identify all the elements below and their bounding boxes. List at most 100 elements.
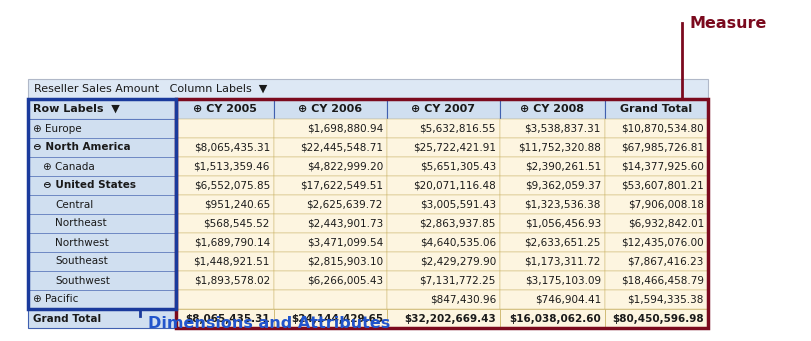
- Text: $3,175,103.09: $3,175,103.09: [524, 276, 600, 285]
- Text: Reseller Sales Amount   Column Labels  ▼: Reseller Sales Amount Column Labels ▼: [34, 84, 267, 94]
- FancyBboxPatch shape: [387, 157, 500, 176]
- FancyBboxPatch shape: [604, 309, 707, 328]
- Text: ⊕ CY 2007: ⊕ CY 2007: [411, 104, 475, 114]
- FancyBboxPatch shape: [387, 290, 500, 309]
- Text: $3,538,837.31: $3,538,837.31: [524, 123, 600, 133]
- Text: $1,689,790.14: $1,689,790.14: [194, 237, 270, 248]
- FancyBboxPatch shape: [387, 309, 500, 328]
- Text: $14,377,925.60: $14,377,925.60: [620, 162, 703, 172]
- FancyBboxPatch shape: [500, 176, 604, 195]
- Text: $7,906,008.18: $7,906,008.18: [627, 199, 703, 209]
- FancyBboxPatch shape: [273, 214, 387, 233]
- Text: ⊖ United States: ⊖ United States: [43, 180, 135, 191]
- Text: $1,513,359.46: $1,513,359.46: [193, 162, 270, 172]
- Text: $6,932,842.01: $6,932,842.01: [627, 219, 703, 228]
- FancyBboxPatch shape: [176, 138, 273, 157]
- FancyBboxPatch shape: [28, 79, 707, 99]
- FancyBboxPatch shape: [387, 195, 500, 214]
- Text: ⊕ CY 2008: ⊕ CY 2008: [520, 104, 584, 114]
- Text: $1,893,578.02: $1,893,578.02: [194, 276, 270, 285]
- FancyBboxPatch shape: [176, 157, 273, 176]
- Text: Northwest: Northwest: [55, 237, 109, 248]
- Text: $17,622,549.51: $17,622,549.51: [299, 180, 383, 191]
- FancyBboxPatch shape: [28, 252, 176, 271]
- Text: ⊕ Europe: ⊕ Europe: [33, 123, 82, 133]
- FancyBboxPatch shape: [273, 157, 387, 176]
- FancyBboxPatch shape: [28, 214, 176, 233]
- FancyBboxPatch shape: [500, 233, 604, 252]
- Text: $20,071,116.48: $20,071,116.48: [413, 180, 496, 191]
- FancyBboxPatch shape: [176, 214, 273, 233]
- FancyBboxPatch shape: [387, 138, 500, 157]
- FancyBboxPatch shape: [273, 138, 387, 157]
- Text: Row Labels  ▼: Row Labels ▼: [33, 104, 119, 114]
- Text: $2,429,279.90: $2,429,279.90: [419, 256, 496, 267]
- Text: $1,594,335.38: $1,594,335.38: [627, 295, 703, 305]
- FancyBboxPatch shape: [604, 271, 707, 290]
- FancyBboxPatch shape: [28, 138, 176, 157]
- Text: $11,752,320.88: $11,752,320.88: [517, 143, 600, 152]
- FancyBboxPatch shape: [387, 252, 500, 271]
- Text: $4,822,999.20: $4,822,999.20: [307, 162, 383, 172]
- FancyBboxPatch shape: [500, 309, 604, 328]
- FancyBboxPatch shape: [500, 271, 604, 290]
- Text: $3,005,591.43: $3,005,591.43: [419, 199, 496, 209]
- FancyBboxPatch shape: [500, 214, 604, 233]
- Text: $8,065,435.31: $8,065,435.31: [194, 143, 270, 152]
- Text: $16,038,062.60: $16,038,062.60: [508, 313, 600, 324]
- Text: ⊕ Canada: ⊕ Canada: [43, 162, 95, 172]
- FancyBboxPatch shape: [28, 99, 176, 119]
- FancyBboxPatch shape: [604, 157, 707, 176]
- Text: $80,450,596.98: $80,450,596.98: [611, 313, 703, 324]
- Text: $8,065,435.31: $8,065,435.31: [185, 313, 270, 324]
- FancyBboxPatch shape: [176, 271, 273, 290]
- Text: Northeast: Northeast: [55, 219, 106, 228]
- FancyBboxPatch shape: [273, 99, 387, 119]
- Text: $1,056,456.93: $1,056,456.93: [524, 219, 600, 228]
- FancyBboxPatch shape: [500, 119, 604, 138]
- Text: $1,323,536.38: $1,323,536.38: [524, 199, 600, 209]
- FancyBboxPatch shape: [28, 233, 176, 252]
- FancyBboxPatch shape: [28, 195, 176, 214]
- FancyBboxPatch shape: [176, 309, 273, 328]
- FancyBboxPatch shape: [176, 252, 273, 271]
- Text: $746,904.41: $746,904.41: [534, 295, 600, 305]
- Text: Grand Total: Grand Total: [620, 104, 692, 114]
- FancyBboxPatch shape: [28, 157, 176, 176]
- FancyBboxPatch shape: [604, 214, 707, 233]
- FancyBboxPatch shape: [604, 99, 707, 119]
- FancyBboxPatch shape: [604, 119, 707, 138]
- FancyBboxPatch shape: [176, 119, 273, 138]
- FancyBboxPatch shape: [387, 176, 500, 195]
- FancyBboxPatch shape: [273, 195, 387, 214]
- FancyBboxPatch shape: [28, 271, 176, 290]
- Text: $2,633,651.25: $2,633,651.25: [524, 237, 600, 248]
- FancyBboxPatch shape: [387, 214, 500, 233]
- Text: $7,867,416.23: $7,867,416.23: [627, 256, 703, 267]
- FancyBboxPatch shape: [604, 233, 707, 252]
- Text: $2,443,901.73: $2,443,901.73: [307, 219, 383, 228]
- FancyBboxPatch shape: [28, 119, 176, 138]
- FancyBboxPatch shape: [604, 195, 707, 214]
- FancyBboxPatch shape: [176, 290, 273, 309]
- FancyBboxPatch shape: [500, 99, 604, 119]
- Text: $22,445,548.71: $22,445,548.71: [299, 143, 383, 152]
- Text: $1,173,311.72: $1,173,311.72: [524, 256, 600, 267]
- Text: $7,131,772.25: $7,131,772.25: [419, 276, 496, 285]
- Text: Dimensions and Attributes: Dimensions and Attributes: [148, 315, 390, 330]
- FancyBboxPatch shape: [273, 309, 387, 328]
- FancyBboxPatch shape: [500, 290, 604, 309]
- Text: ⊖ North America: ⊖ North America: [33, 143, 131, 152]
- Text: $5,632,816.55: $5,632,816.55: [419, 123, 496, 133]
- Text: Central: Central: [55, 199, 93, 209]
- Text: $18,466,458.79: $18,466,458.79: [620, 276, 703, 285]
- FancyBboxPatch shape: [604, 252, 707, 271]
- FancyBboxPatch shape: [500, 138, 604, 157]
- Text: $1,698,880.94: $1,698,880.94: [307, 123, 383, 133]
- FancyBboxPatch shape: [387, 99, 500, 119]
- Text: $67,985,726.81: $67,985,726.81: [620, 143, 703, 152]
- Text: $6,266,005.43: $6,266,005.43: [307, 276, 383, 285]
- Text: $2,625,639.72: $2,625,639.72: [307, 199, 383, 209]
- Text: $25,722,421.91: $25,722,421.91: [413, 143, 496, 152]
- Text: $2,390,261.51: $2,390,261.51: [524, 162, 600, 172]
